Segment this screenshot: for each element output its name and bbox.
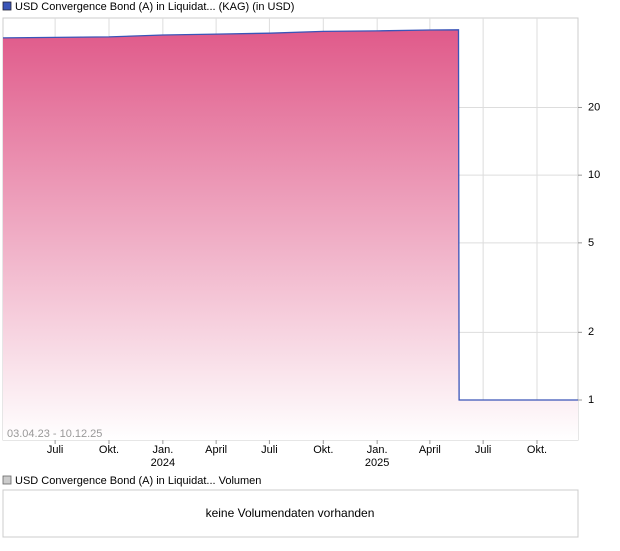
price-line — [2, 29, 578, 401]
volume-title: USD Convergence Bond (A) in Liquidat... … — [15, 475, 261, 487]
x-tick-label: April — [205, 444, 227, 456]
x-tick-year: 2024 — [151, 457, 175, 469]
volume-swatch — [2, 475, 12, 485]
y-tick-label: 2 — [588, 326, 594, 338]
legend-swatch — [2, 1, 12, 11]
x-tick-year: 2025 — [365, 457, 389, 469]
x-tick-label: Juli — [261, 444, 278, 456]
x-tick-label: Okt. — [313, 444, 333, 456]
legend-label: USD Convergence Bond (A) in Liquidat... … — [15, 1, 294, 13]
y-tick-label: 10 — [588, 169, 600, 181]
x-tick-label: Jan. — [152, 444, 173, 456]
y-tick-label: 5 — [588, 237, 594, 249]
x-tick-label: Okt. — [99, 444, 119, 456]
x-tick-label: Juli — [475, 444, 492, 456]
x-tick-label: Juli — [47, 444, 64, 456]
volume-message: keine Volumendaten vorhanden — [206, 506, 375, 520]
volume-panel — [2, 489, 579, 538]
x-tick-label: Jan. — [367, 444, 388, 456]
date-range: 03.04.23 - 10.12.25 — [7, 428, 102, 440]
area-fill — [3, 29, 578, 441]
y-tick-label: 20 — [588, 101, 600, 113]
y-tick-label: 1 — [588, 394, 594, 406]
x-tick-label: April — [419, 444, 441, 456]
x-tick-label: Okt. — [527, 444, 547, 456]
